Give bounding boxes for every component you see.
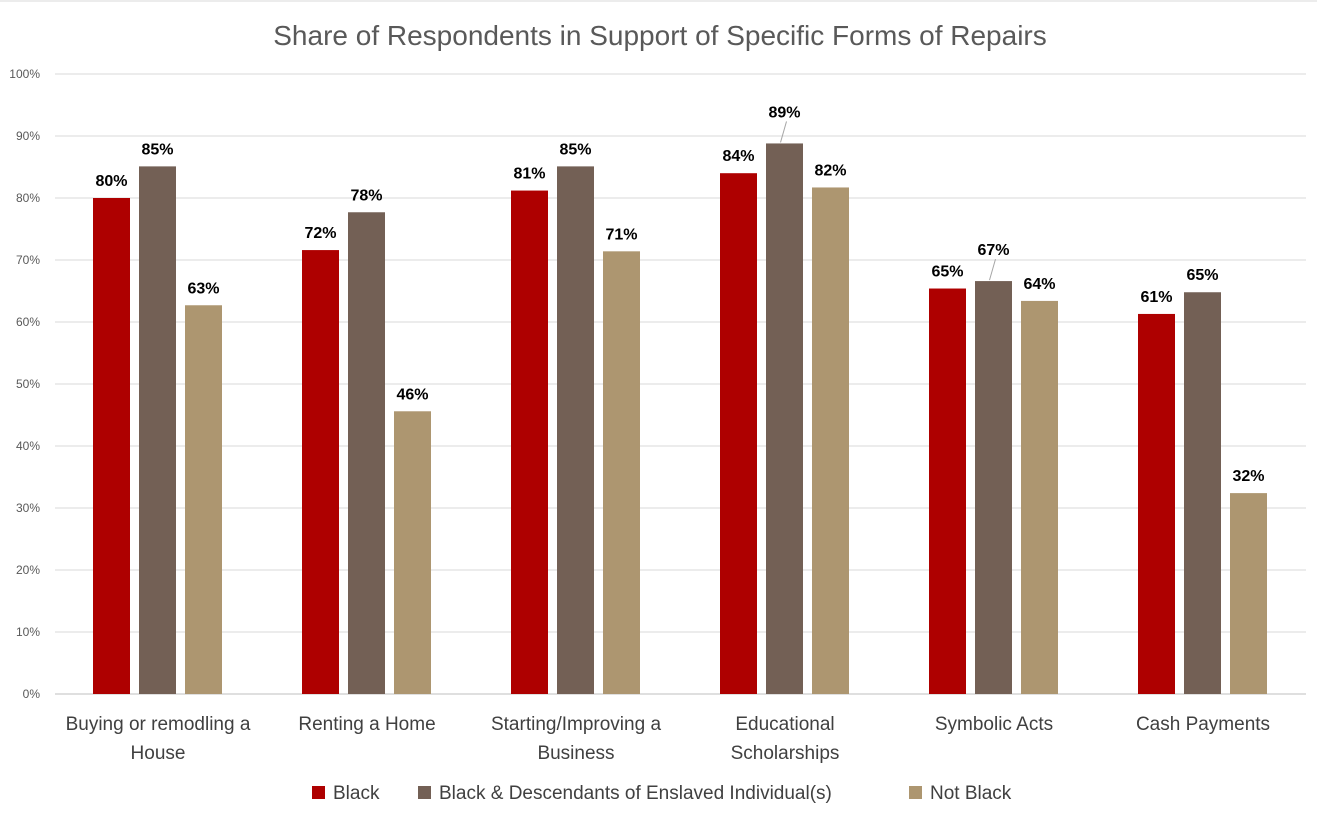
data-label: 65% xyxy=(1186,267,1218,284)
bar xyxy=(139,166,176,694)
y-tick-label: 30% xyxy=(16,501,40,515)
data-label: 46% xyxy=(396,386,428,403)
data-label: 72% xyxy=(304,225,336,242)
legend-swatch xyxy=(418,786,431,799)
bar xyxy=(394,411,431,694)
bars xyxy=(93,143,1267,694)
data-label: 85% xyxy=(559,141,591,158)
leader-line xyxy=(989,258,996,281)
category-label: Renting a Home xyxy=(298,714,435,735)
y-tick-label: 100% xyxy=(9,67,40,81)
gridlines xyxy=(55,73,1306,695)
chart-title: Share of Respondents in Support of Speci… xyxy=(273,20,1047,51)
data-label: 71% xyxy=(605,226,637,243)
data-label: 63% xyxy=(187,280,219,297)
y-tick-label: 40% xyxy=(16,439,40,453)
bar xyxy=(511,190,548,694)
bar xyxy=(185,305,222,694)
data-label: 67% xyxy=(977,242,1009,259)
bar xyxy=(93,198,130,694)
bar xyxy=(1230,493,1267,694)
data-labels: 80% 85% 63% 72% 78% 46% 81% 85% 71% 84% 89% 82% 65% 6… xyxy=(95,104,1264,485)
data-label: 89% xyxy=(768,104,800,121)
bar xyxy=(720,173,757,694)
bar xyxy=(1184,292,1221,694)
y-tick-label: 60% xyxy=(16,315,40,329)
category-label: Buying or remodling a House xyxy=(66,714,251,764)
data-label: 84% xyxy=(722,148,754,165)
bar xyxy=(603,251,640,694)
y-tick-label: 10% xyxy=(16,625,40,639)
legend-label: Black & Descendants of Enslaved Individu… xyxy=(439,783,832,804)
bar xyxy=(766,143,803,694)
y-tick-label: 70% xyxy=(16,253,40,267)
y-tick-label: 0% xyxy=(23,687,41,701)
bar xyxy=(557,166,594,694)
bar xyxy=(302,250,339,694)
y-tick-label: 90% xyxy=(16,129,40,143)
bar xyxy=(348,212,385,694)
y-axis-ticks: 0% 10% 20% 30% 40% 50% 60% 70% 80% 90% 100% xyxy=(9,67,40,701)
legend-label: Not Black xyxy=(930,783,1012,804)
bar xyxy=(929,288,966,694)
bar xyxy=(1138,313,1175,694)
x-axis-categories: Buying or remodling a House Renting a Home… xyxy=(66,714,1270,764)
legend-swatch xyxy=(312,786,325,799)
category-label: Symbolic Acts xyxy=(935,714,1053,735)
y-tick-label: 50% xyxy=(16,377,40,391)
category-label: Cash Payments xyxy=(1136,714,1270,735)
bar xyxy=(1021,300,1058,694)
y-tick-label: 20% xyxy=(16,563,40,577)
data-label: 81% xyxy=(513,166,545,183)
data-label: 32% xyxy=(1232,468,1264,485)
legend: Black Black & Descendants of Enslaved Ind… xyxy=(312,783,1012,804)
data-label: 85% xyxy=(141,141,173,158)
data-label: 64% xyxy=(1023,276,1055,293)
data-label: 78% xyxy=(350,187,382,204)
bar xyxy=(975,281,1012,694)
category-label: Educational Scholarships xyxy=(731,714,840,764)
category-label: Starting/Improving a Business xyxy=(491,714,661,764)
data-label: 82% xyxy=(814,162,846,179)
bar xyxy=(812,187,849,694)
legend-swatch xyxy=(909,786,922,799)
data-label: 80% xyxy=(95,173,127,190)
data-label: 65% xyxy=(931,264,963,281)
leader-line xyxy=(780,121,787,143)
data-label: 61% xyxy=(1140,289,1172,306)
legend-label: Black xyxy=(333,783,380,804)
y-tick-label: 80% xyxy=(16,191,40,205)
